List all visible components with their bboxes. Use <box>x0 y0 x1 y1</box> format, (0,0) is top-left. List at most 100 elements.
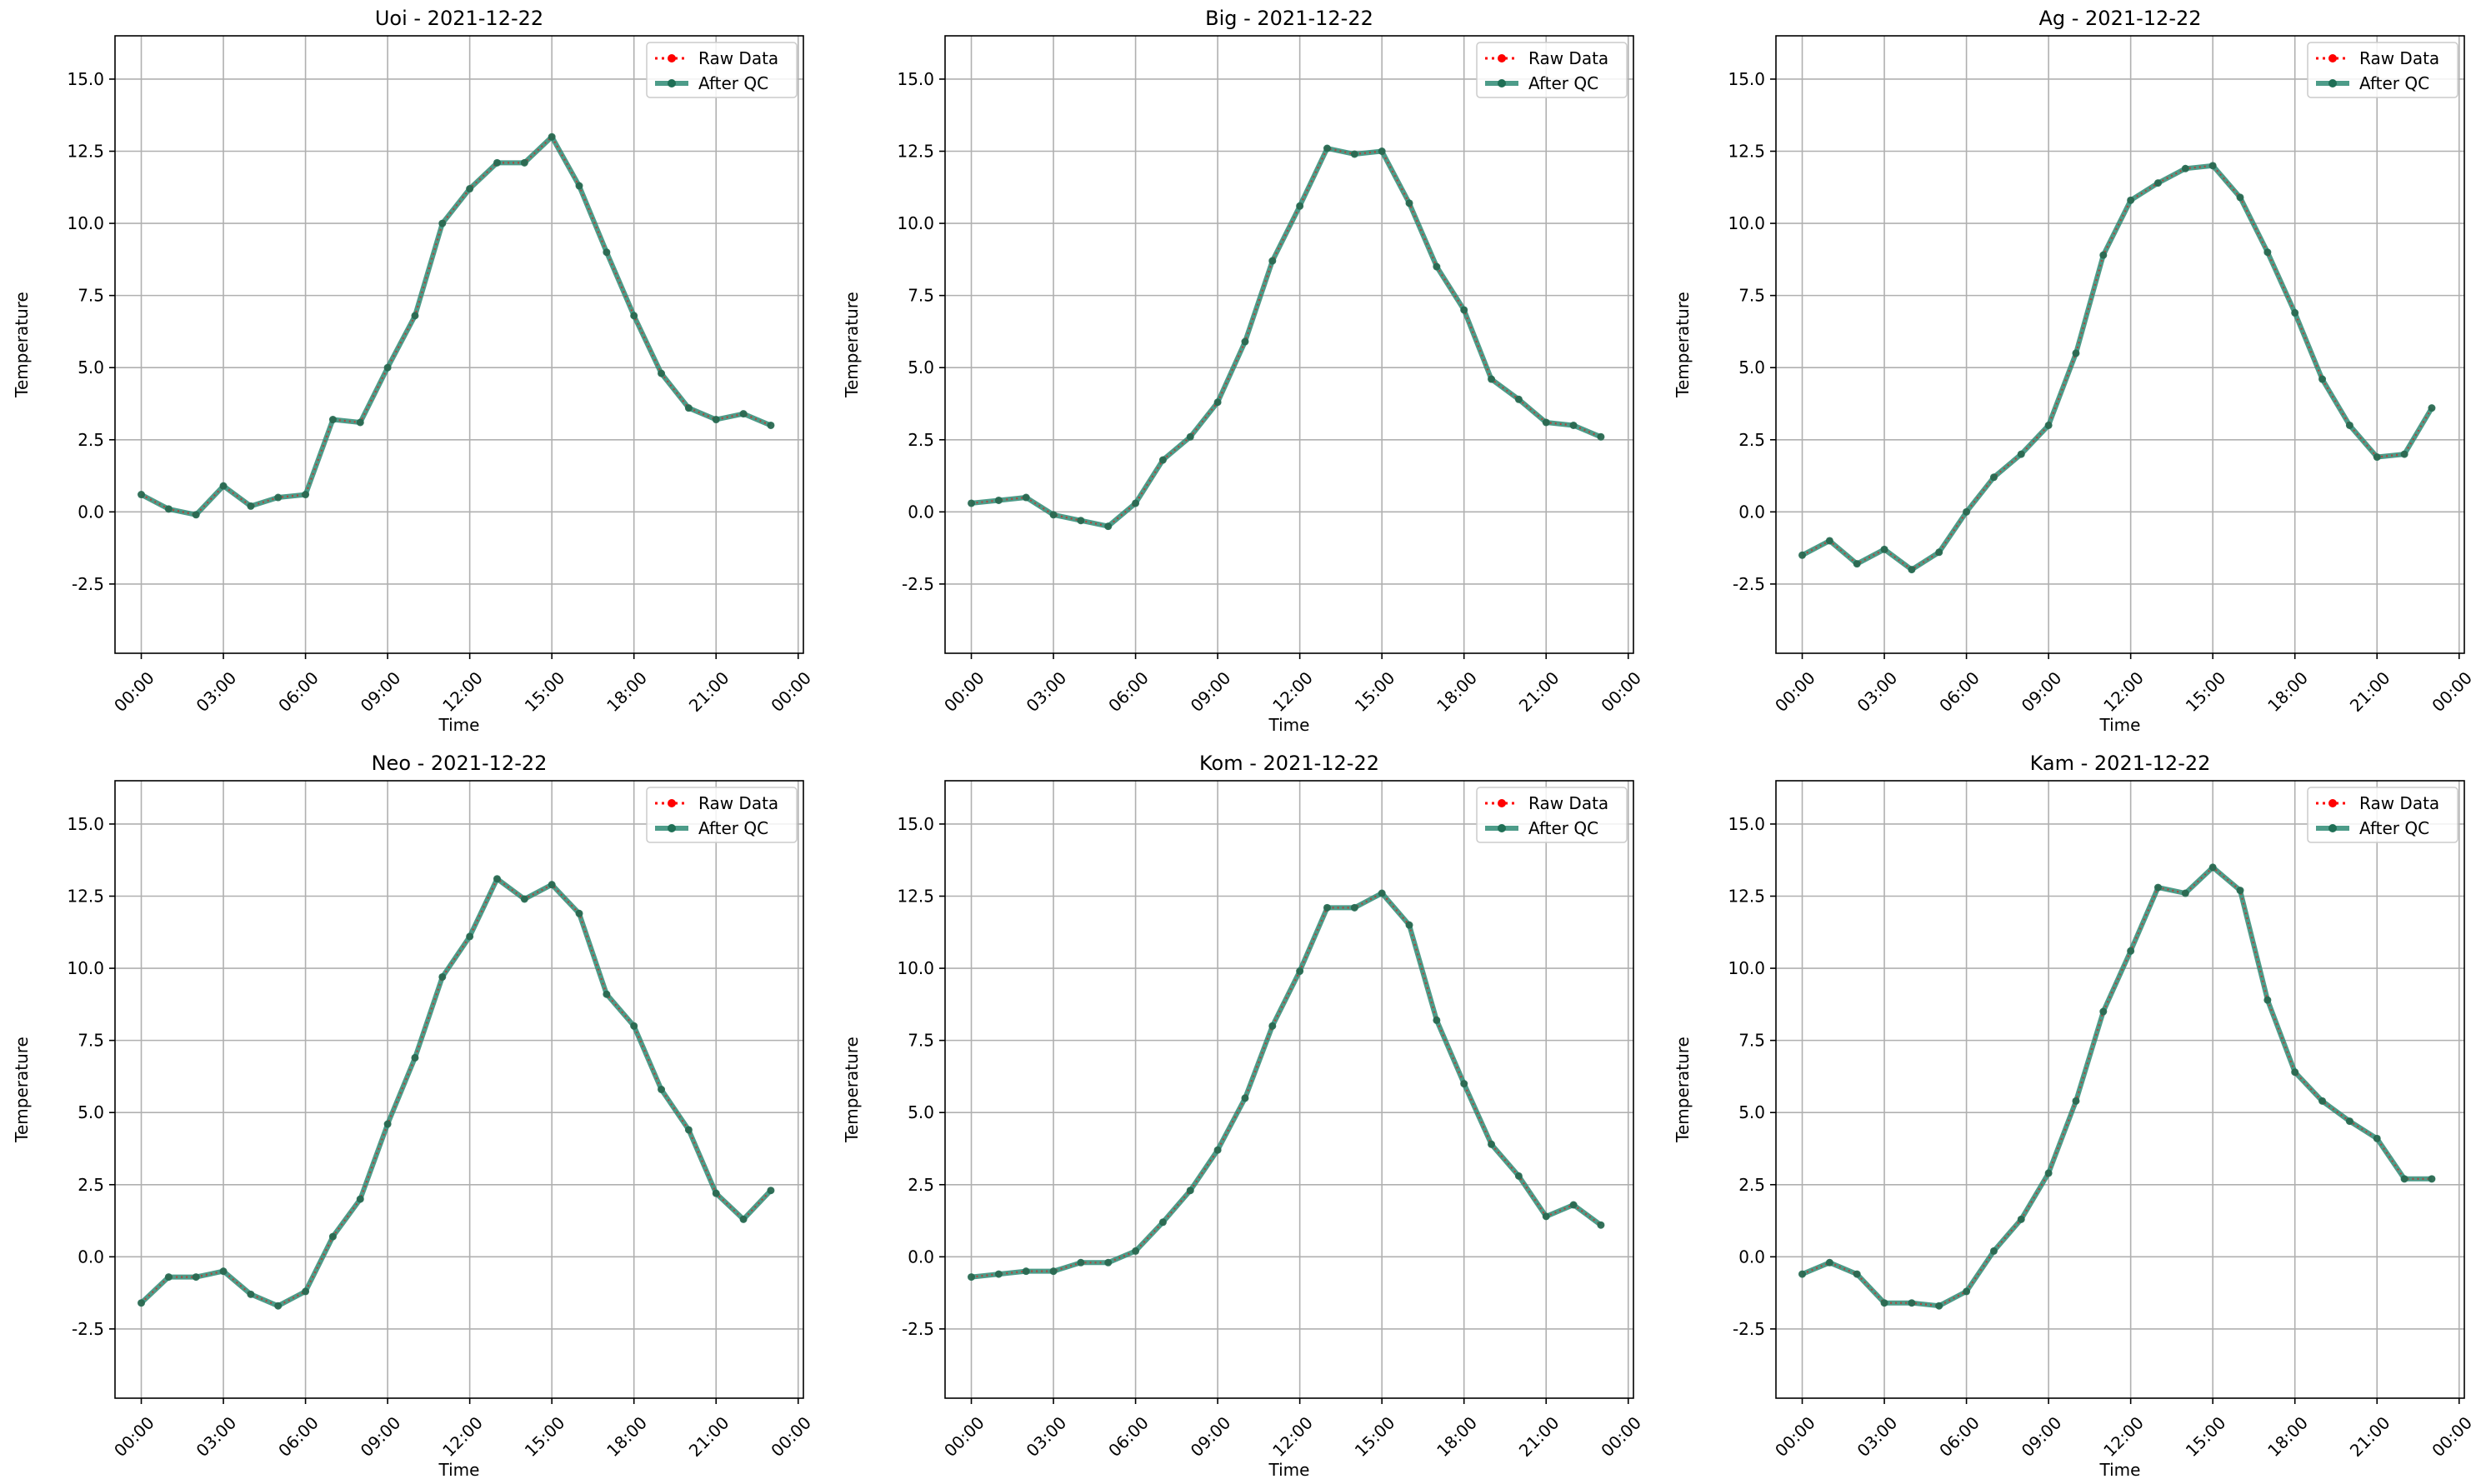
x-tick-label: 00:00 <box>767 667 815 716</box>
point-after-qc <box>767 421 775 429</box>
point-after-qc <box>2373 453 2381 462</box>
y-tick-label: 7.5 <box>1738 286 1765 306</box>
point-after-qc <box>1963 1287 1971 1296</box>
y-tick-label: 2.5 <box>1738 430 1765 450</box>
point-after-qc <box>630 312 638 320</box>
y-tick-label: 15.0 <box>897 814 934 834</box>
legend: Raw Data After QC <box>2307 787 2458 843</box>
point-after-qc <box>2236 887 2244 895</box>
y-tick-label: 2.5 <box>908 430 934 450</box>
x-tick-label: 18:00 <box>2263 667 2312 716</box>
point-after-qc <box>1350 903 1358 912</box>
point-after-qc <box>2099 251 2108 259</box>
point-after-qc <box>684 1126 693 1134</box>
x-tick-label: 03:00 <box>1853 667 1902 716</box>
x-tick-label: 00:00 <box>2428 1412 2476 1461</box>
legend-label-raw-data: Raw Data <box>698 48 778 68</box>
point-after-qc <box>2072 349 2080 357</box>
y-tick-label: 5.0 <box>908 1102 934 1122</box>
point-after-qc <box>658 369 666 377</box>
point-after-qc <box>1935 548 1943 557</box>
point-after-qc <box>1186 1187 1194 1195</box>
point-after-qc <box>383 1120 392 1128</box>
point-after-qc <box>2263 248 2272 257</box>
x-tick-label: 18:00 <box>603 667 651 716</box>
point-after-qc <box>2318 1097 2327 1105</box>
point-after-qc <box>219 1267 228 1276</box>
point-after-qc <box>1405 921 1413 929</box>
subplot-1: -2.5 0.0 2.5 5.0 7.5 10.0 12.5 15.0 00:00 03:00 06… <box>12 7 815 735</box>
series-line-raw-data <box>140 135 772 517</box>
point-after-qc <box>2236 193 2244 202</box>
point-after-qc <box>493 158 501 167</box>
x-tick-label: 15:00 <box>521 667 569 716</box>
point-after-qc <box>466 185 474 193</box>
point-after-qc <box>383 363 392 372</box>
point-after-qc <box>1542 1212 1550 1221</box>
subplot-title: Big - 2021-12-22 <box>1205 7 1373 30</box>
series-line-raw-data <box>140 877 772 1307</box>
x-tick-label: 03:00 <box>1023 667 1071 716</box>
point-after-qc <box>1460 306 1468 314</box>
legend-label-after-qc: After QC <box>2359 73 2429 93</box>
point-after-qc <box>575 909 583 917</box>
point-after-qc <box>302 491 310 499</box>
point-after-qc <box>994 1270 1003 1278</box>
x-axis-label: Time <box>1268 1460 1310 1480</box>
series-line-after-qc <box>1801 864 2432 1309</box>
y-axis-label: Temperature <box>12 292 32 398</box>
point-after-qc <box>356 1195 364 1203</box>
point-after-qc <box>493 875 501 883</box>
x-tick-label: 00:00 <box>1771 667 1819 716</box>
x-tick-label: 00:00 <box>767 1412 815 1461</box>
point-after-qc <box>712 416 720 424</box>
y-axis-label: Temperature <box>12 1037 32 1143</box>
point-after-qc <box>2400 450 2408 458</box>
point-after-qc <box>2318 375 2327 383</box>
point-after-qc <box>1268 1022 1277 1030</box>
y-tick-label: 12.5 <box>67 887 104 907</box>
point-after-qc <box>1853 560 1861 568</box>
subplot-3: -2.5 0.0 2.5 5.0 7.5 10.0 12.5 15.0 00:00 03:00 06… <box>1673 7 2476 735</box>
point-after-qc <box>1022 1267 1030 1276</box>
point-after-qc <box>2127 947 2135 955</box>
subplot-5: -2.5 0.0 2.5 5.0 7.5 10.0 12.5 15.0 00:00 03:00 06… <box>842 752 1645 1480</box>
point-after-qc <box>603 990 611 998</box>
point-after-qc <box>1989 473 1998 482</box>
point-after-qc <box>1077 1258 1085 1267</box>
y-tick-label: 15.0 <box>1728 69 1765 89</box>
point-after-qc <box>1488 375 1496 383</box>
point-after-qc <box>1378 147 1386 156</box>
legend: Raw Data After QC <box>646 787 798 843</box>
y-tick-label: 15.0 <box>67 814 104 834</box>
x-axis-label: Time <box>2099 1460 2141 1480</box>
point-after-qc <box>968 499 976 507</box>
y-tick-label: 5.0 <box>908 357 934 377</box>
point-after-qc <box>2428 1175 2436 1183</box>
point-after-qc <box>2044 1169 2053 1177</box>
x-tick-label: 21:00 <box>685 667 733 716</box>
y-tick-label: 7.5 <box>908 286 934 306</box>
x-tick-label: 18:00 <box>1433 1412 1481 1461</box>
x-tick-label: 15:00 <box>521 1412 569 1461</box>
series-line-after-qc <box>140 134 773 517</box>
point-after-qc <box>1268 257 1277 265</box>
legend-marker-after-qc <box>668 79 676 87</box>
legend: Raw Data After QC <box>1476 787 1628 843</box>
x-tick-label: 06:00 <box>1104 667 1153 716</box>
point-after-qc <box>247 1290 255 1298</box>
subplot-title: Kam - 2021-12-22 <box>2030 752 2211 775</box>
point-after-qc <box>2153 179 2162 187</box>
y-tick-label: 10.0 <box>67 213 104 233</box>
y-tick-label: 10.0 <box>1728 213 1765 233</box>
y-axis-label: Temperature <box>1673 1037 1693 1143</box>
legend-label-raw-data: Raw Data <box>2359 48 2439 68</box>
point-after-qc <box>1350 150 1358 158</box>
y-tick-label: 12.5 <box>1728 887 1765 907</box>
y-tick-label: 10.0 <box>1728 958 1765 978</box>
y-tick-label: 2.5 <box>908 1175 934 1195</box>
point-after-qc <box>1935 1302 1943 1310</box>
x-tick-label: 00:00 <box>2428 667 2476 716</box>
point-after-qc <box>1378 889 1386 897</box>
point-after-qc <box>2263 996 2272 1004</box>
